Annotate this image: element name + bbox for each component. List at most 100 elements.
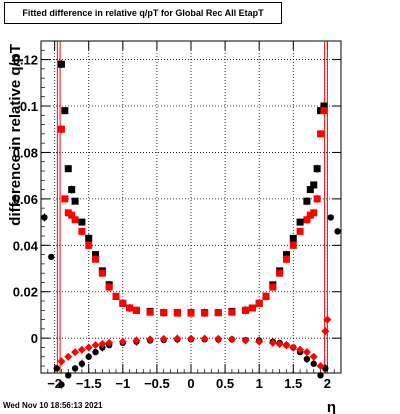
x-tick-label: 1.5 xyxy=(284,376,302,391)
data-point-circle xyxy=(92,348,99,356)
y-tick-label: 0.12 xyxy=(13,53,38,68)
data-point-square xyxy=(78,218,86,226)
series-1 xyxy=(57,107,328,318)
x-tick-label: 0 xyxy=(187,376,194,391)
data-point-diamond xyxy=(200,334,209,343)
data-point-circle xyxy=(48,253,55,261)
data-point-square xyxy=(126,304,134,312)
data-point-square xyxy=(68,211,76,219)
data-point-diamond xyxy=(64,352,73,361)
data-point-square xyxy=(146,308,154,316)
data-point-square xyxy=(228,308,236,316)
x-tick-label: −0.5 xyxy=(144,376,170,391)
data-point-diamond xyxy=(227,335,236,344)
x-axis-title: η xyxy=(327,399,336,414)
data-point-square xyxy=(57,125,65,133)
y-tick-label: 0 xyxy=(31,331,38,346)
data-point-square xyxy=(112,292,120,300)
series-3 xyxy=(57,315,332,371)
data-point-diamond xyxy=(302,348,311,357)
data-point-diamond xyxy=(118,337,127,346)
data-point-circle xyxy=(334,228,341,235)
data-point-square xyxy=(320,102,328,110)
data-point-square xyxy=(276,269,284,277)
timestamp: Wed Nov 10 18:56:13 2021 xyxy=(3,401,103,410)
data-point-square xyxy=(313,165,321,173)
data-point-square xyxy=(64,165,72,173)
data-point-square xyxy=(242,306,250,314)
data-point-diamond xyxy=(71,348,80,357)
data-point-diamond xyxy=(98,339,107,348)
data-point-square xyxy=(98,269,106,277)
data-point-diamond xyxy=(289,343,298,352)
data-point-square xyxy=(269,283,277,291)
x-tick-label: −2 xyxy=(47,376,62,391)
data-point-square xyxy=(317,130,325,138)
data-point-square xyxy=(296,218,304,226)
data-point-circle xyxy=(41,214,48,221)
data-point-square xyxy=(187,309,195,317)
data-point-diamond xyxy=(84,343,93,352)
data-point-square xyxy=(313,195,321,203)
chart-title: Fitted difference in relative q/pT for G… xyxy=(4,2,282,24)
data-point-diamond xyxy=(241,336,250,345)
data-point-square xyxy=(282,251,290,259)
data-point-diamond xyxy=(296,345,305,354)
x-tick-label: −1 xyxy=(115,376,130,391)
data-point-square xyxy=(201,309,209,317)
data-point-square xyxy=(303,216,311,224)
y-tick-label: 0.02 xyxy=(13,285,38,300)
data-point-diamond xyxy=(323,315,332,324)
data-point-diamond xyxy=(321,327,330,336)
data-point-square xyxy=(105,283,113,291)
data-point-square xyxy=(310,209,318,217)
y-tick-label: 0.08 xyxy=(13,145,38,160)
data-point-circle xyxy=(58,381,65,388)
data-point-square xyxy=(71,197,79,205)
x-tick-label: 2 xyxy=(324,376,331,391)
y-axis-title: difference in relative q/pT xyxy=(7,44,24,226)
data-point-square xyxy=(85,241,93,249)
data-point-square xyxy=(248,304,256,312)
data-point-circle xyxy=(317,372,324,379)
x-tick-label: 0.5 xyxy=(216,376,234,391)
x-tick-label: 1 xyxy=(256,376,263,391)
data-point-square xyxy=(306,186,314,194)
data-point-circle xyxy=(85,353,92,360)
data-point-circle xyxy=(53,365,60,372)
data-point-square xyxy=(119,299,127,307)
data-point-square xyxy=(57,60,65,68)
data-point-square xyxy=(85,234,93,242)
data-point-circle xyxy=(65,372,72,379)
data-point-circle xyxy=(327,214,334,221)
data-point-diamond xyxy=(57,357,66,366)
data-point-circle xyxy=(303,355,311,363)
y-tick-label: 0.06 xyxy=(13,192,38,207)
data-point-square xyxy=(289,234,297,242)
x-tick-label: −1.5 xyxy=(76,376,102,391)
data-point-square xyxy=(160,309,168,317)
data-point-square xyxy=(320,107,328,115)
data-point-diamond xyxy=(91,341,100,350)
data-point-diamond xyxy=(173,334,182,343)
y-tick-label: 0.1 xyxy=(20,99,38,114)
data-point-circle xyxy=(71,365,79,372)
data-point-diamond xyxy=(282,341,291,350)
data-point-diamond xyxy=(187,334,195,343)
data-point-square xyxy=(78,227,86,235)
data-point-square xyxy=(255,299,263,307)
data-point-square xyxy=(214,309,222,317)
data-point-square xyxy=(71,216,79,224)
data-point-square xyxy=(310,181,318,189)
data-point-square xyxy=(61,195,69,203)
data-point-square xyxy=(68,186,76,194)
data-point-diamond xyxy=(255,337,264,346)
data-point-square xyxy=(289,241,297,249)
data-point-diamond xyxy=(146,335,155,344)
data-point-diamond xyxy=(214,334,223,343)
data-point-diamond xyxy=(159,334,168,343)
data-point-square xyxy=(92,251,100,259)
data-point-diamond xyxy=(268,338,277,347)
data-point-square xyxy=(132,306,140,314)
data-point-circle xyxy=(78,360,86,367)
